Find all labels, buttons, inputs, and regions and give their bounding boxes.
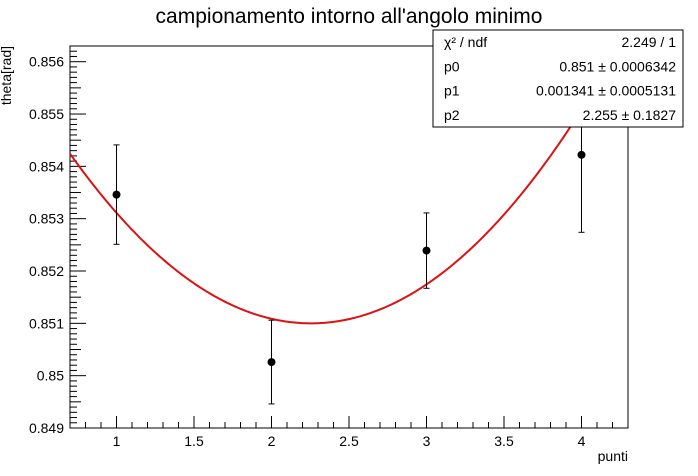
stats-row-value: 2.249 / 1: [622, 34, 677, 50]
fit-curve: [69, 49, 618, 325]
points-layer: [112, 76, 586, 405]
x-tick-label: 4: [578, 433, 586, 449]
point-marker: [267, 358, 276, 367]
stats-row-value: 0.001341 ± 0.0005131: [536, 83, 676, 99]
data-point: [112, 144, 121, 245]
y-tick-label: 0.856: [29, 54, 64, 70]
x-tick-label: 3: [423, 433, 431, 449]
y-tick-label: 0.854: [29, 158, 64, 174]
point-marker: [577, 150, 586, 159]
stats-row-label: p2: [444, 107, 460, 123]
y-tick-label: 0.852: [29, 263, 64, 279]
y-tick-label: 0.849: [29, 420, 64, 436]
stats-row-label: p1: [444, 83, 460, 99]
stats-row-label: p0: [444, 58, 460, 74]
point-marker: [422, 246, 431, 255]
y-tick-label: 0.855: [29, 106, 64, 122]
stats-row-value: 0.851 ± 0.0006342: [559, 58, 676, 74]
y-tick-label: 0.85: [37, 368, 64, 384]
stats-row-value: 2.255 ± 0.1827: [583, 107, 677, 123]
x-tick-label: 3.5: [494, 433, 514, 449]
stats-row-label: χ² / ndf: [444, 34, 487, 50]
y-tick-label: 0.851: [29, 315, 64, 331]
y-axis: 0.849 0.85 0.851 0.852 0.853 0.854 0.855 0.856: [29, 45, 86, 436]
y-axis-label: theta[rad]: [0, 46, 14, 105]
x-axis-label: punti: [598, 448, 628, 464]
x-tick-label: 2: [268, 433, 276, 449]
fit-layer: [69, 49, 618, 325]
x-tick-label: 1.5: [184, 433, 204, 449]
x-axis: 1 1.5 2 2.5 3 3.5 4: [69, 416, 629, 449]
x-tick-label: 1: [113, 433, 121, 449]
y-tick-label: 0.853: [29, 211, 64, 227]
stats-box-frame: [432, 29, 684, 128]
stats-box: χ² / ndf 2.249 / 1 p0 0.851 ± 0.0006342 p1 0.…: [432, 29, 684, 128]
chart-title: campionamento intorno all'angolo minimo: [156, 5, 543, 28]
data-point: [422, 212, 431, 289]
data-point: [267, 319, 276, 405]
point-marker: [112, 190, 121, 199]
x-tick-label: 2.5: [339, 433, 359, 449]
